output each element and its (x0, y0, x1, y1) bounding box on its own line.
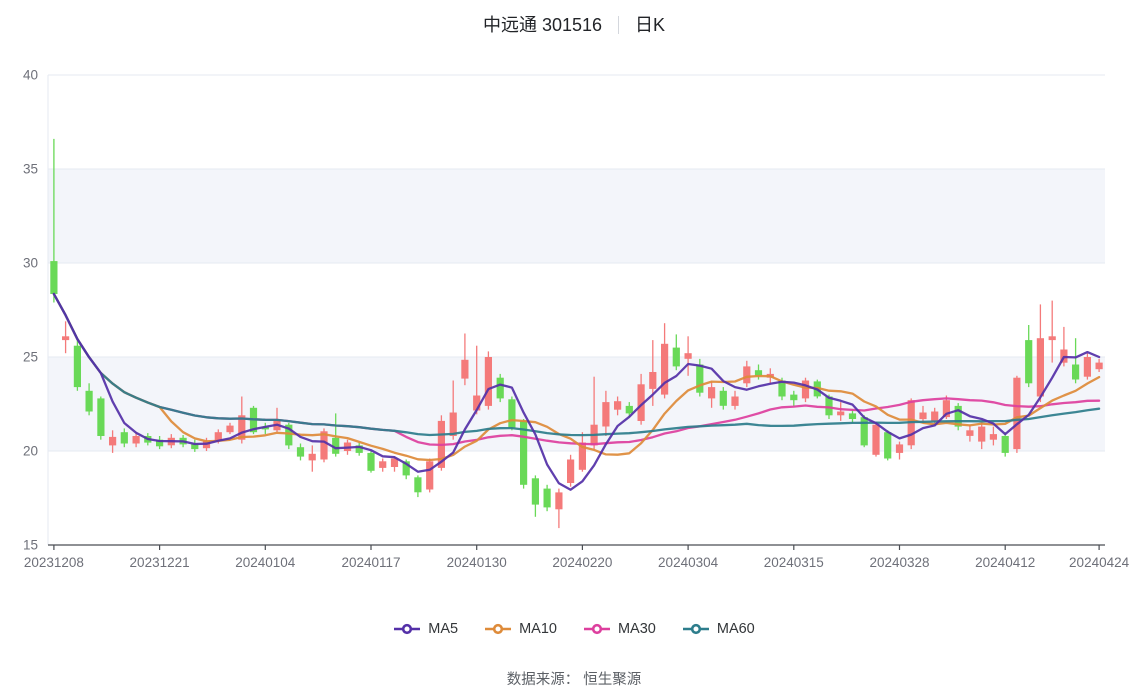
legend-item-ma30[interactable]: MA30 (583, 621, 656, 637)
svg-text:15: 15 (23, 538, 38, 553)
ma-legend: MA5 MA10 MA30 MA60 (0, 621, 1148, 637)
chart-title: 中远通 301516 日K (0, 13, 1148, 37)
legend-item-ma10[interactable]: MA10 (484, 621, 557, 637)
legend-item-ma5[interactable]: MA5 (393, 621, 458, 637)
ma60-line-marker-icon (682, 623, 709, 635)
svg-text:20240424: 20240424 (1069, 555, 1130, 570)
ma10-line-marker-icon (485, 623, 512, 635)
svg-text:40: 40 (23, 68, 38, 83)
svg-text:20240412: 20240412 (975, 555, 1035, 570)
title-separator (618, 16, 620, 34)
kline-chart[interactable]: 40 35 30 25 20 15 20231208 20231221 20240104 2024… (0, 0, 1148, 580)
svg-text:30: 30 (23, 256, 38, 271)
ma30-line-marker-icon (583, 623, 610, 635)
svg-text:20240104: 20240104 (235, 555, 296, 570)
svg-text:20240220: 20240220 (552, 555, 612, 570)
svg-text:20231221: 20231221 (130, 555, 190, 570)
data-source-note: 数据来源： 恒生聚源 (506, 672, 642, 688)
legend-item-ma60[interactable]: MA60 (682, 621, 755, 637)
svg-text:20: 20 (23, 444, 38, 459)
svg-text:20240328: 20240328 (869, 555, 929, 570)
svg-text:25: 25 (23, 350, 38, 365)
svg-text:20240304: 20240304 (658, 555, 719, 570)
svg-text:20240315: 20240315 (764, 555, 824, 570)
svg-text:20240117: 20240117 (341, 555, 400, 570)
svg-text:35: 35 (23, 162, 38, 177)
svg-text:20231208: 20231208 (24, 555, 84, 570)
svg-text:20240130: 20240130 (447, 555, 507, 570)
period-label: 日K (635, 15, 666, 35)
stock-name-code: 中远通 301516 (482, 15, 603, 35)
ma5-line-marker-icon (394, 623, 421, 635)
